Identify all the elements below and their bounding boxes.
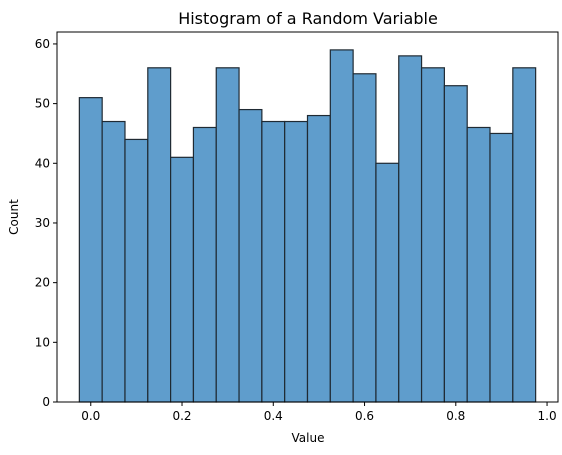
x-tick-label: 0.2: [172, 409, 191, 423]
y-tick-label: 0: [42, 395, 50, 409]
histogram-bar-11: [329, 49, 354, 403]
histogram-bar-5: [192, 126, 217, 403]
histogram-bar-1: [101, 120, 126, 403]
y-tick-label: 50: [35, 97, 50, 111]
bars-group: [78, 49, 537, 403]
histogram-bar-17: [466, 126, 491, 403]
histogram-bar-6: [215, 67, 240, 403]
y-tick-label: 30: [35, 216, 50, 230]
x-tick-label: 0.6: [355, 409, 374, 423]
y-tick-label: 20: [35, 276, 50, 290]
y-tick-label: 40: [35, 156, 50, 170]
histogram-bar-8: [261, 120, 286, 403]
plot-frame: [56, 31, 559, 403]
x-axis-label: Value: [292, 431, 325, 445]
x-tick-label: 0.8: [446, 409, 465, 423]
histogram-bar-18: [489, 132, 514, 403]
histogram-bar-15: [420, 67, 445, 403]
x-tick-label: 1.0: [538, 409, 557, 423]
histogram-bar-4: [170, 156, 195, 403]
x-axis-ticks: 0.0 0.2 0.4 0.6 0.8 1.0: [81, 402, 557, 423]
y-axis-ticks: 0 10 20 30 40 50 60: [35, 37, 57, 409]
histogram-bar-10: [306, 114, 331, 403]
histogram-bar-0: [78, 97, 103, 403]
y-tick-label: 10: [35, 335, 50, 349]
y-tick-label: 60: [35, 37, 50, 51]
x-tick-label: 0.4: [264, 409, 283, 423]
histogram-bar-19: [512, 67, 537, 403]
histogram-bar-13: [375, 162, 400, 403]
chart-title: Histogram of a Random Variable: [178, 9, 438, 28]
x-tick-label: 0.0: [81, 409, 100, 423]
y-axis-label: Count: [7, 199, 21, 235]
histogram-bar-12: [352, 73, 377, 403]
histogram-bar-14: [398, 55, 423, 403]
histogram-bar-9: [284, 120, 309, 403]
histogram-bar-16: [443, 85, 468, 403]
histogram-bar-7: [238, 108, 263, 403]
histogram-bar-2: [124, 138, 149, 403]
histogram-bar-3: [147, 67, 172, 403]
